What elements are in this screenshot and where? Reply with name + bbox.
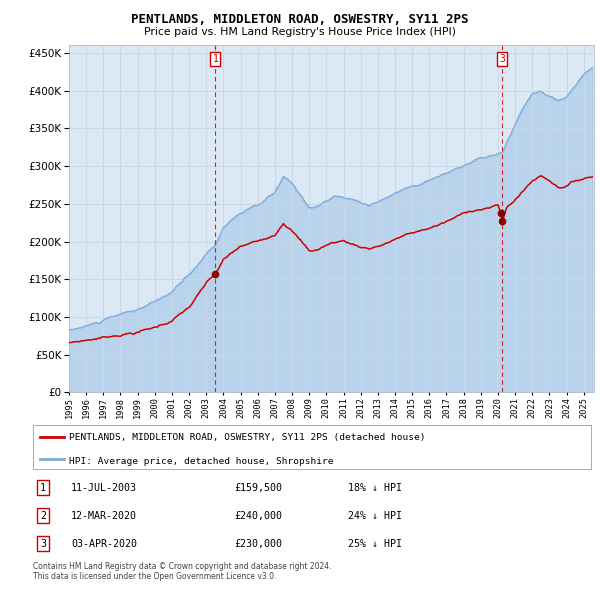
Text: 12-MAR-2020: 12-MAR-2020 — [71, 510, 137, 520]
Text: 11-JUL-2003: 11-JUL-2003 — [71, 483, 137, 493]
Text: £240,000: £240,000 — [234, 510, 282, 520]
Text: £159,500: £159,500 — [234, 483, 282, 493]
Text: 03-APR-2020: 03-APR-2020 — [71, 539, 137, 549]
Text: 3: 3 — [499, 54, 505, 64]
Text: HPI: Average price, detached house, Shropshire: HPI: Average price, detached house, Shro… — [69, 457, 334, 466]
Text: £230,000: £230,000 — [234, 539, 282, 549]
Text: 24% ↓ HPI: 24% ↓ HPI — [348, 510, 402, 520]
Text: Price paid vs. HM Land Registry's House Price Index (HPI): Price paid vs. HM Land Registry's House … — [144, 27, 456, 37]
Text: 3: 3 — [40, 539, 46, 549]
Text: 18% ↓ HPI: 18% ↓ HPI — [348, 483, 402, 493]
Text: Contains HM Land Registry data © Crown copyright and database right 2024.: Contains HM Land Registry data © Crown c… — [33, 562, 331, 571]
Text: 25% ↓ HPI: 25% ↓ HPI — [348, 539, 402, 549]
Text: This data is licensed under the Open Government Licence v3.0.: This data is licensed under the Open Gov… — [33, 572, 277, 581]
Text: 2: 2 — [40, 510, 46, 520]
Text: PENTLANDS, MIDDLETON ROAD, OSWESTRY, SY11 2PS (detached house): PENTLANDS, MIDDLETON ROAD, OSWESTRY, SY1… — [69, 433, 426, 442]
Text: PENTLANDS, MIDDLETON ROAD, OSWESTRY, SY11 2PS: PENTLANDS, MIDDLETON ROAD, OSWESTRY, SY1… — [131, 13, 469, 26]
Text: 1: 1 — [212, 54, 218, 64]
Text: 1: 1 — [40, 483, 46, 493]
